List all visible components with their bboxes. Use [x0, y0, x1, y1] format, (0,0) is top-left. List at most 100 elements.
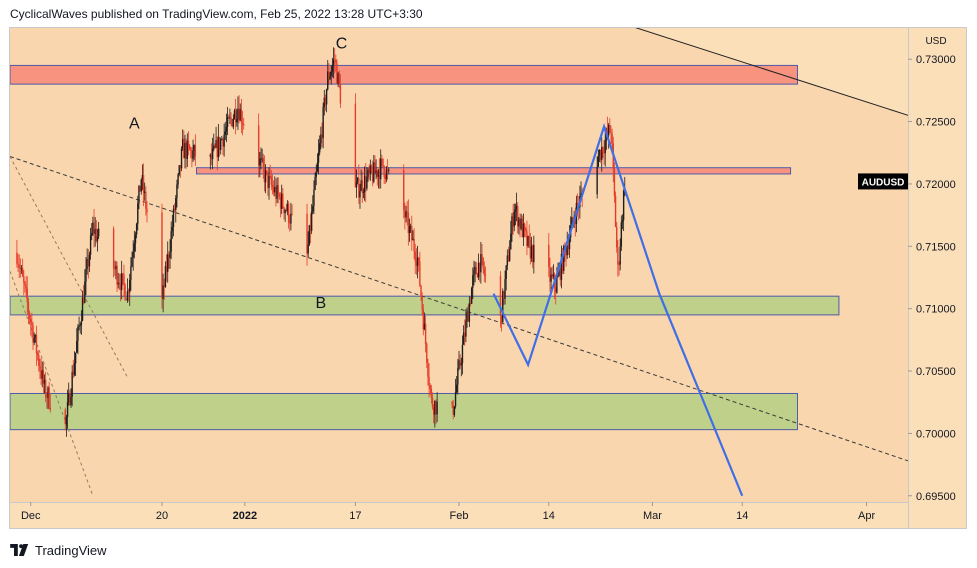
support-zone-upper[interactable] — [10, 295, 840, 316]
candle-body — [17, 263, 19, 265]
candle-body — [527, 236, 529, 247]
candle-body — [321, 134, 323, 139]
candle — [193, 144, 195, 161]
candle-body — [232, 119, 235, 127]
candle — [17, 253, 19, 273]
candle-body — [46, 397, 48, 399]
candle-body — [266, 170, 268, 173]
resistance-zone-upper[interactable] — [10, 64, 798, 85]
candle-body — [620, 222, 623, 247]
candle — [125, 298, 127, 301]
candle — [377, 169, 380, 189]
candle — [180, 146, 183, 172]
candle — [383, 165, 385, 185]
candle — [163, 278, 165, 300]
candle-body — [209, 154, 212, 157]
candle — [483, 261, 486, 283]
resistance-zone-lower[interactable] — [196, 167, 792, 175]
price-chart[interactable]: A B C USD 0.69500 0.70000 0.70500 0.71000 0.715… — [10, 28, 967, 529]
descending-trendline-solid[interactable] — [590, 28, 909, 116]
candle-body — [120, 273, 123, 291]
candle-body — [117, 282, 119, 285]
y-tick-label: 0.72000 — [916, 179, 956, 191]
x-tick-label: Dec — [21, 510, 41, 522]
candle — [423, 312, 426, 331]
candle — [261, 148, 263, 163]
x-tick-label: Feb — [450, 510, 469, 522]
candle-body — [268, 175, 270, 188]
candle — [473, 260, 475, 286]
candle-body — [170, 231, 172, 252]
candle — [308, 224, 311, 246]
candle-body — [40, 370, 42, 379]
footer-brand[interactable]: TradingView — [35, 542, 107, 558]
candle-body — [354, 103, 357, 188]
candle — [172, 205, 175, 237]
candle — [32, 321, 34, 351]
candle — [277, 177, 279, 204]
candle-body — [259, 158, 261, 166]
candle-body — [530, 245, 533, 259]
candle — [73, 351, 76, 377]
candle-body — [474, 267, 476, 270]
candle-body — [191, 150, 193, 159]
candle — [194, 134, 197, 166]
candle — [356, 176, 359, 185]
candle-body — [231, 119, 233, 127]
candle-body — [461, 344, 464, 364]
candle — [598, 149, 601, 163]
candle — [78, 316, 80, 331]
axes: USD 0.69500 0.70000 0.70500 0.71000 0.71500 0.… — [21, 36, 956, 522]
candle-body — [118, 282, 121, 285]
candle — [144, 182, 146, 201]
candle — [122, 272, 124, 286]
x-tick-label: Mar — [643, 510, 662, 522]
candle-body — [124, 284, 126, 300]
candle-body — [70, 396, 72, 405]
candle — [115, 260, 117, 280]
candle-body — [416, 257, 419, 266]
zones — [10, 64, 840, 431]
candle — [461, 335, 464, 375]
candle — [129, 273, 131, 306]
candle — [82, 285, 85, 305]
support-zone-lower[interactable] — [10, 392, 798, 431]
candle-body — [239, 109, 241, 121]
candle — [27, 297, 30, 325]
candle — [505, 264, 507, 291]
candle-body — [472, 275, 474, 288]
candle-body — [517, 205, 519, 227]
candle — [225, 113, 228, 143]
candle — [40, 358, 42, 385]
channel-line-dotted-lower[interactable] — [10, 271, 94, 496]
candle-body — [405, 211, 407, 218]
candle-body — [141, 175, 144, 180]
candle-body — [513, 211, 515, 227]
candle-body — [165, 266, 168, 272]
candle — [457, 358, 459, 395]
candle-body — [338, 73, 340, 85]
candle — [133, 230, 136, 259]
candle-body — [24, 282, 26, 286]
candle-body — [622, 190, 625, 220]
candle — [238, 95, 240, 124]
candle-body — [188, 145, 191, 150]
candle-body — [565, 248, 567, 256]
candle — [521, 215, 524, 238]
tradingview-logo-icon — [10, 544, 29, 556]
candle — [429, 383, 431, 395]
candle — [36, 350, 39, 361]
candle — [74, 352, 77, 376]
candle — [368, 164, 370, 180]
candle — [520, 213, 522, 231]
candle — [137, 195, 139, 231]
candle-body — [26, 288, 28, 303]
candle — [370, 164, 373, 175]
candle — [451, 400, 453, 409]
candle — [513, 203, 515, 232]
candle-body — [36, 353, 39, 356]
candle — [329, 71, 331, 81]
candle — [89, 227, 92, 260]
elliott-projection-path[interactable] — [492, 122, 744, 497]
candle-body — [380, 158, 382, 180]
